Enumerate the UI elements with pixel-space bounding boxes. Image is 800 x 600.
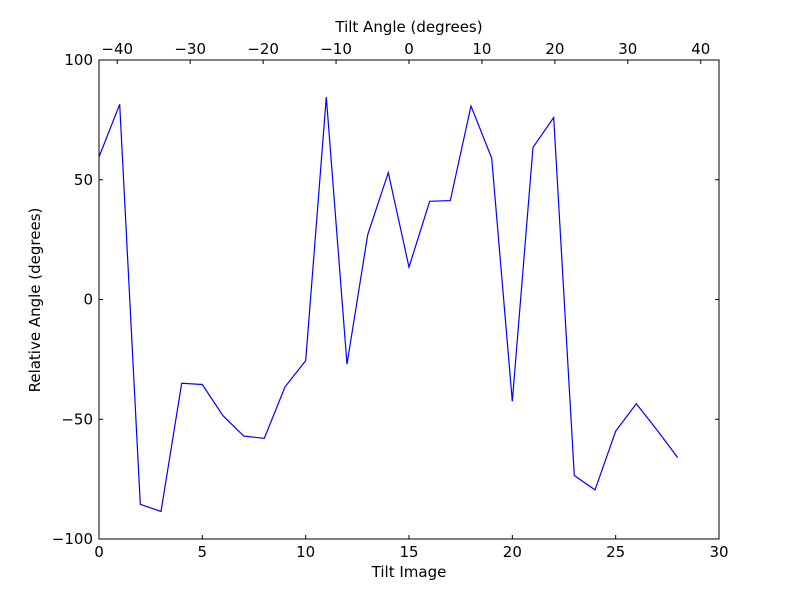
top-x-tick-label: −10 [320, 40, 352, 58]
y-tick-label: −50 [61, 410, 93, 428]
y-tick-label: 50 [74, 171, 93, 189]
top-x-tick-label: 30 [618, 40, 637, 58]
x-tick-label: 25 [606, 543, 625, 561]
x-tick-label: 10 [296, 543, 315, 561]
x-tick-label: 5 [198, 543, 208, 561]
top-x-tick-label: −20 [247, 40, 279, 58]
top-x-tick-label: 0 [404, 40, 414, 58]
y-tick-label: −100 [52, 530, 93, 548]
x-tick-label: 0 [94, 543, 104, 561]
y-tick-label: 100 [64, 51, 93, 69]
y-axis-label: Relative Angle (degrees) [26, 208, 44, 393]
top-x-tick-label: 40 [691, 40, 710, 58]
top-x-axis-label: Tilt Angle (degrees) [334, 18, 482, 36]
plot-area [98, 59, 720, 540]
top-x-tick-label: 10 [472, 40, 491, 58]
x-tick-label: 20 [503, 543, 522, 561]
series-line-0 [98, 97, 679, 513]
y-tick-label: 0 [83, 291, 93, 309]
top-x-tick-label: −30 [174, 40, 206, 58]
x-tick-label: 30 [709, 543, 728, 561]
axis-ticks: 0 5 10 15 20 25 30−40 −30 −20 −10 0 10 20 30 40−100−50… [52, 40, 729, 561]
top-x-tick-label: 20 [545, 40, 564, 58]
x-tick-label: 15 [399, 543, 418, 561]
plot-frame [98, 59, 720, 540]
x-axis-label: Tilt Image [371, 563, 447, 581]
top-x-tick-label: −40 [101, 40, 133, 58]
